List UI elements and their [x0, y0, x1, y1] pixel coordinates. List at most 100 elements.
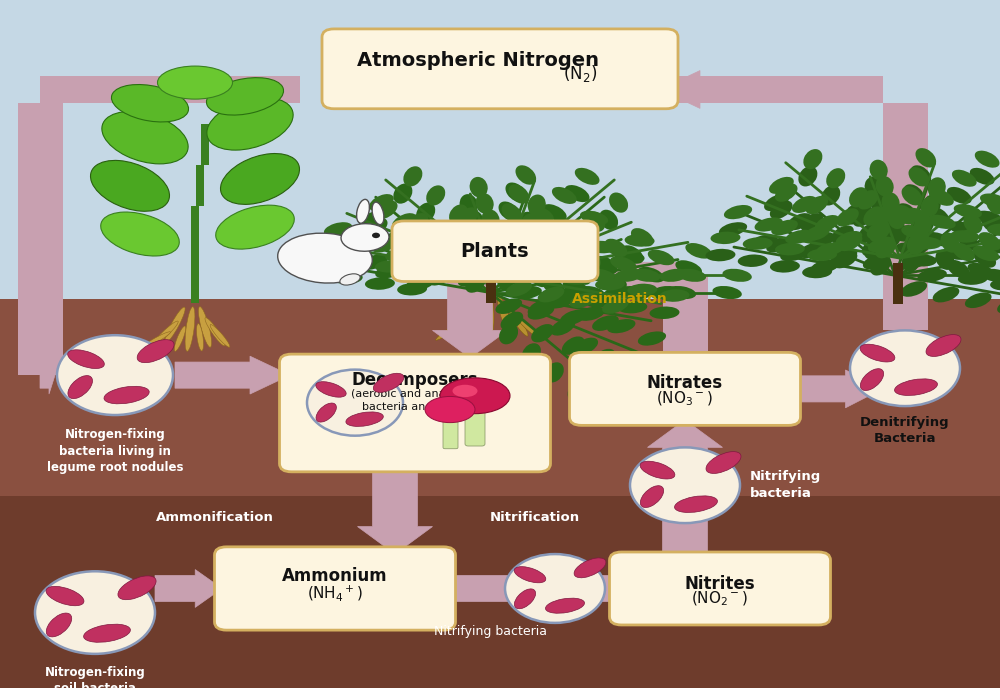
Ellipse shape	[826, 168, 845, 188]
Ellipse shape	[660, 289, 689, 302]
Ellipse shape	[539, 265, 569, 277]
Ellipse shape	[902, 251, 920, 272]
Ellipse shape	[982, 241, 1000, 253]
Ellipse shape	[475, 256, 496, 276]
Ellipse shape	[575, 168, 600, 185]
Ellipse shape	[906, 208, 931, 225]
Ellipse shape	[425, 396, 475, 423]
Circle shape	[35, 571, 155, 654]
Circle shape	[307, 370, 403, 435]
Ellipse shape	[648, 250, 674, 265]
Ellipse shape	[563, 280, 589, 295]
Text: Nitrifying
bacteria: Nitrifying bacteria	[750, 470, 821, 500]
Ellipse shape	[452, 385, 478, 397]
Ellipse shape	[528, 304, 554, 320]
Ellipse shape	[816, 242, 844, 256]
Ellipse shape	[491, 260, 519, 274]
Ellipse shape	[882, 193, 900, 213]
Ellipse shape	[807, 248, 837, 261]
Ellipse shape	[921, 196, 939, 217]
Ellipse shape	[986, 195, 1000, 215]
Ellipse shape	[216, 205, 294, 249]
Ellipse shape	[137, 340, 174, 363]
Ellipse shape	[815, 215, 840, 232]
Ellipse shape	[68, 350, 104, 368]
Ellipse shape	[871, 193, 889, 214]
Ellipse shape	[771, 220, 798, 235]
Ellipse shape	[667, 286, 696, 299]
Ellipse shape	[609, 193, 628, 213]
Ellipse shape	[198, 307, 212, 347]
Ellipse shape	[706, 248, 735, 261]
Ellipse shape	[947, 187, 972, 204]
Polygon shape	[175, 356, 290, 394]
Polygon shape	[648, 420, 722, 557]
Ellipse shape	[865, 177, 883, 197]
Bar	[18, 103, 62, 375]
Ellipse shape	[538, 287, 564, 302]
Bar	[893, 263, 903, 304]
Ellipse shape	[882, 225, 901, 246]
Ellipse shape	[940, 232, 960, 253]
Ellipse shape	[316, 403, 336, 422]
Ellipse shape	[895, 379, 937, 396]
Ellipse shape	[393, 260, 420, 275]
Ellipse shape	[545, 363, 564, 382]
Ellipse shape	[558, 286, 588, 299]
Ellipse shape	[923, 195, 941, 215]
Ellipse shape	[46, 587, 84, 606]
Ellipse shape	[449, 204, 468, 225]
Ellipse shape	[436, 225, 459, 244]
Ellipse shape	[675, 260, 702, 276]
Ellipse shape	[528, 300, 552, 316]
Circle shape	[850, 330, 960, 406]
Ellipse shape	[650, 307, 679, 319]
Ellipse shape	[341, 224, 389, 251]
Ellipse shape	[952, 169, 977, 187]
Ellipse shape	[185, 307, 195, 351]
Ellipse shape	[530, 267, 550, 287]
Ellipse shape	[369, 194, 394, 211]
Ellipse shape	[568, 267, 591, 285]
Ellipse shape	[528, 195, 546, 215]
Ellipse shape	[585, 295, 615, 308]
Ellipse shape	[610, 256, 637, 272]
Ellipse shape	[499, 324, 518, 344]
Ellipse shape	[140, 332, 170, 350]
Polygon shape	[790, 370, 883, 408]
Ellipse shape	[472, 227, 490, 247]
Ellipse shape	[954, 204, 982, 218]
Polygon shape	[358, 361, 432, 554]
Ellipse shape	[836, 231, 862, 246]
Bar	[660, 76, 883, 103]
Ellipse shape	[497, 269, 515, 289]
Text: (NH$_4$$^+$): (NH$_4$$^+$)	[307, 584, 363, 603]
Ellipse shape	[660, 269, 689, 282]
Ellipse shape	[570, 293, 597, 308]
Ellipse shape	[607, 319, 635, 333]
Ellipse shape	[917, 269, 947, 282]
Ellipse shape	[529, 206, 554, 223]
Polygon shape	[155, 570, 222, 608]
Ellipse shape	[552, 187, 577, 204]
Ellipse shape	[952, 243, 975, 261]
Text: Nitrification: Nitrification	[490, 511, 580, 524]
Ellipse shape	[766, 237, 793, 253]
Ellipse shape	[504, 250, 522, 270]
Ellipse shape	[621, 286, 650, 299]
Ellipse shape	[867, 220, 889, 239]
Ellipse shape	[371, 237, 398, 253]
Ellipse shape	[949, 221, 977, 235]
Ellipse shape	[912, 237, 942, 249]
Ellipse shape	[576, 229, 595, 249]
Ellipse shape	[472, 223, 491, 244]
Ellipse shape	[600, 274, 627, 289]
Ellipse shape	[512, 286, 542, 299]
Text: (NO$_2$$^-$): (NO$_2$$^-$)	[691, 589, 749, 608]
Ellipse shape	[311, 248, 340, 261]
Ellipse shape	[863, 206, 884, 226]
Ellipse shape	[531, 324, 554, 342]
Ellipse shape	[975, 211, 1000, 225]
Ellipse shape	[407, 266, 437, 279]
Ellipse shape	[416, 202, 435, 223]
